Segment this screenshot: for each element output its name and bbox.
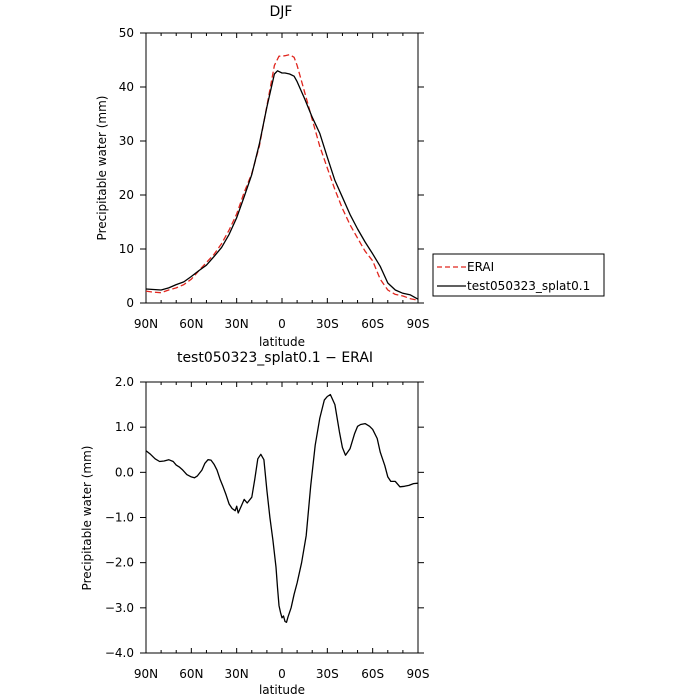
top-y-axis-label: Precipitable water (mm) (95, 96, 109, 241)
top-y-tick-label: 30 (119, 134, 134, 148)
bottom-y-tick-label: −2.0 (105, 556, 134, 570)
bottom-x-tick-label: 90S (407, 667, 430, 681)
bottom-y-tick-label: −1.0 (105, 511, 134, 525)
top-y-tick-label: 0 (126, 296, 134, 310)
bottom-x-tick-label: 0 (278, 667, 286, 681)
bottom-x-tick-label: 90N (134, 667, 158, 681)
top-x-tick-label: 60S (361, 317, 384, 331)
top-x-tick-label: 90S (407, 317, 430, 331)
top-y-tick-label: 20 (119, 188, 134, 202)
bottom-y-axis-label: Precipitable water (mm) (80, 446, 94, 591)
top-x-tick-label: 60N (179, 317, 203, 331)
bottom-y-tick-label: 0.0 (115, 465, 134, 479)
bottom-x-tick-label: 30N (225, 667, 249, 681)
bottom-x-tick-label: 60S (361, 667, 384, 681)
top-panel: DJF 90N 60N 30N 0 30S 60S 90S 0 10 20 30 40 50 latit… (95, 4, 429, 349)
bottom-ticks: 90N 60N 30N 0 30S 60S 90S 2.0 1.0 0.0 −1.0 −2.0 −3.0… (105, 375, 430, 681)
top-series-line-erai (145, 53, 419, 301)
bottom-y-tick-label: −3.0 (105, 601, 134, 615)
top-x-tick-label: 90N (134, 317, 158, 331)
top-series (145, 53, 419, 301)
legend-label-test: test050323_splat0.1 (467, 279, 590, 293)
bottom-y-tick-label: −4.0 (105, 646, 134, 660)
bottom-panel: test050323_splat0.1 − ERAI 90N 60N 30N 0 30S… (80, 350, 429, 697)
top-x-tick-label: 30S (316, 317, 339, 331)
top-panel-title: DJF (270, 4, 293, 20)
bottom-panel-title: test050323_splat0.1 − ERAI (177, 350, 373, 366)
bottom-x-axis-label: latitude (259, 683, 305, 697)
bottom-y-tick-label: 1.0 (115, 420, 134, 434)
top-x-axis-label: latitude (259, 335, 305, 349)
top-x-tick-label: 0 (278, 317, 286, 331)
bottom-y-tick-label: 2.0 (115, 375, 134, 389)
bottom-series (145, 393, 419, 623)
top-y-tick-label: 50 (119, 26, 134, 40)
top-ticks: 90N 60N 30N 0 30S 60S 90S 0 10 20 30 40 50 (119, 26, 430, 331)
top-y-tick-label: 40 (119, 80, 134, 94)
legend: ERAI test050323_splat0.1 (432, 253, 605, 297)
top-y-tick-label: 10 (119, 242, 134, 256)
bottom-series-line-difference (145, 393, 419, 623)
top-series-line-test050323-splat0-1 (145, 70, 419, 300)
bottom-x-tick-label: 60N (179, 667, 203, 681)
legend-box (432, 253, 605, 297)
legend-label-erai: ERAI (467, 260, 494, 274)
bottom-x-tick-label: 30S (316, 667, 339, 681)
top-x-tick-label: 30N (225, 317, 249, 331)
bottom-plot-frame (145, 381, 419, 654)
